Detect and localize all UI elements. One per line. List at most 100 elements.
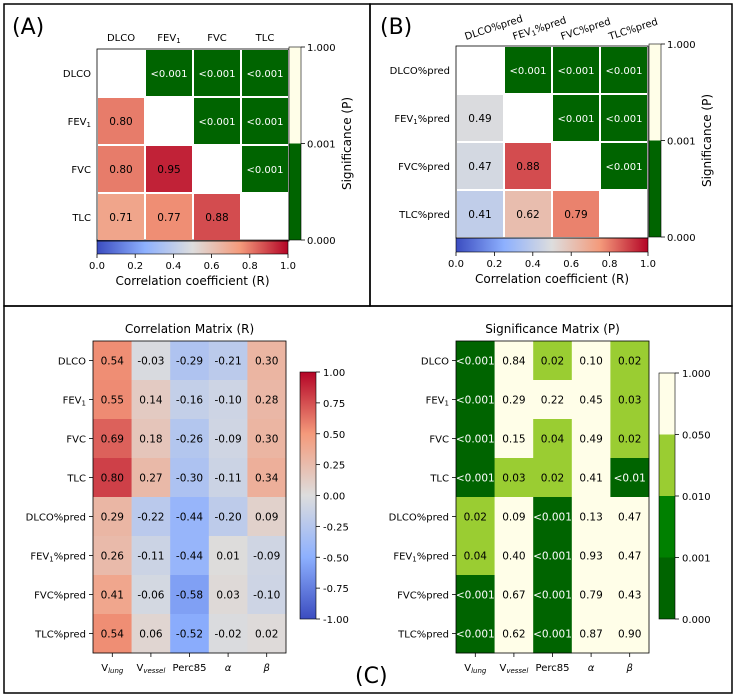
row-label: FEV1%pred (393, 552, 449, 564)
row-label: DLCO (58, 357, 86, 368)
cell-value: 0.02 (464, 512, 487, 524)
row-label: TLC%pred (397, 630, 449, 641)
panel-label-a: (A) (12, 15, 44, 40)
colorbar-tick-label: 0.000 (682, 615, 711, 626)
colorbar-p-segment (659, 373, 675, 435)
cell-value: -0.21 (215, 356, 242, 368)
heatmap-cell (533, 536, 573, 576)
cell-value: 0.90 (618, 629, 641, 641)
cell-value-p: <0.001 (557, 114, 594, 125)
cell-value: 0.02 (541, 356, 564, 368)
heatmap-cell (494, 575, 534, 615)
colorbar-tick-label: 0.4 (165, 261, 181, 272)
cell-value: 0.62 (502, 629, 525, 641)
heatmap-cell (93, 380, 132, 420)
cell-value-p: <0.001 (605, 114, 642, 125)
colorbar-tick-label: 1.0 (280, 261, 296, 272)
cell-value-r: 0.41 (468, 209, 491, 221)
colorbar-axis-label: Correlation coefficient (R) (115, 274, 269, 288)
cell-value: <0.001 (456, 395, 495, 407)
heatmap-cell (610, 575, 650, 615)
heatmap-cell (456, 341, 495, 381)
colorbar-tick-label: 0.8 (242, 261, 258, 272)
heatmap-cell (610, 536, 650, 576)
heatmap-cell-r (505, 191, 551, 237)
cell-value-p: <0.001 (557, 66, 594, 77)
cell-value: 0.26 (101, 551, 125, 563)
column-label: β (626, 663, 634, 674)
heatmap-cell (93, 497, 132, 537)
column-label: Vvessel (499, 663, 528, 675)
heatmap-cell (208, 419, 248, 459)
heatmap-cell (247, 536, 287, 576)
heatmap-cell (571, 614, 611, 654)
heatmap-cell (610, 380, 650, 420)
cell-value: <0.001 (533, 551, 572, 563)
cell-value: -0.44 (176, 512, 203, 524)
heatmap-cell (170, 497, 210, 537)
row-label: FVC (429, 435, 449, 446)
colorbar-tick-label: 1.0 (640, 259, 656, 270)
heatmap-cell (208, 458, 248, 498)
cell-value-p: <0.001 (605, 162, 642, 173)
cell-value-p: <0.001 (150, 69, 187, 80)
heatmap-cell (170, 380, 210, 420)
cell-value: -0.10 (253, 590, 280, 602)
cell-value: -0.11 (215, 473, 242, 485)
cell-value: 0.06 (139, 629, 163, 641)
row-label: DLCO%pred (390, 66, 450, 77)
colorbar-axis-label: Significance (P) (700, 94, 714, 187)
heatmap-cell-r (146, 146, 192, 192)
cell-value-r: 0.49 (468, 113, 491, 125)
heatmap-cell-p (242, 146, 288, 192)
colorbar-tick-label: 1.000 (667, 40, 696, 51)
colorbar-p-segment (659, 496, 675, 558)
heatmap-cell-r (194, 194, 240, 240)
cell-value: 0.30 (255, 434, 278, 446)
heatmap-cell-r (553, 191, 599, 237)
colorbar-tick-label: 1.000 (307, 43, 336, 54)
heatmap-cell (247, 341, 287, 381)
heatmap-cell-r (457, 191, 503, 237)
column-label: FVC%pred (560, 16, 613, 42)
column-label: TLC%pred (607, 17, 660, 44)
heatmap-title: Correlation Matrix (R) (125, 322, 254, 336)
cell-value: 0.04 (541, 434, 565, 446)
heatmap-cell (533, 614, 573, 654)
cell-value: -0.10 (215, 395, 242, 407)
cell-value-r: 0.80 (109, 116, 132, 128)
cell-value: 0.41 (101, 590, 124, 602)
heatmap-cell (93, 419, 132, 459)
heatmap-cell (571, 380, 611, 420)
colorbar-tick-label: 0.0 (89, 261, 105, 272)
heatmap-cell (131, 380, 171, 420)
heatmap-cell-r (98, 98, 144, 144)
heatmap-cell (571, 536, 611, 576)
cell-value-r: 0.71 (109, 212, 132, 224)
cell-value: 0.84 (502, 356, 526, 368)
heatmap-cell-r (457, 143, 503, 189)
colorbar-tick-label: 0.6 (563, 259, 579, 270)
heatmap-cell (610, 419, 650, 459)
cell-value: <0.01 (614, 473, 646, 485)
cell-value-p: <0.001 (198, 117, 235, 128)
row-label: FEV1 (426, 396, 449, 408)
cell-value: <0.001 (456, 434, 495, 446)
heatmap-cell (247, 497, 287, 537)
cell-value: 0.02 (618, 356, 641, 368)
column-label: β (263, 663, 271, 674)
cell-value-r: 0.95 (157, 164, 180, 176)
colorbar-tick-label: 0.000 (307, 236, 336, 247)
heatmap-cell (533, 575, 573, 615)
cell-value-p: <0.001 (198, 69, 235, 80)
cell-value: <0.001 (533, 512, 572, 524)
cell-value: -0.16 (176, 395, 203, 407)
cell-value: 0.29 (502, 395, 525, 407)
cell-value: <0.001 (533, 629, 572, 641)
cell-value: 0.47 (618, 512, 641, 524)
heatmap-cell-r (98, 194, 144, 240)
colorbar-axis-label: Significance (P) (340, 97, 354, 190)
heatmap-cell (494, 341, 534, 381)
heatmap-cell (571, 341, 611, 381)
heatmap-cell (571, 497, 611, 537)
